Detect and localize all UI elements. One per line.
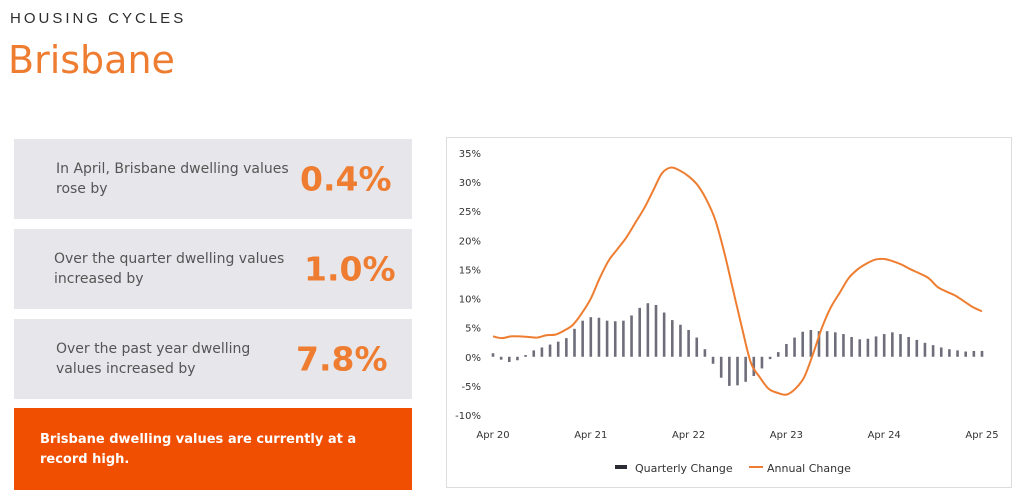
- bar-quarterly-change: [548, 344, 552, 357]
- bar-quarterly-change: [939, 347, 943, 357]
- bar-quarterly-change: [866, 338, 870, 357]
- stat-box-quarterly: Over the quarter dwelling values increas…: [14, 229, 412, 309]
- stat-box-monthly: In April, Brisbane dwelling values rose …: [14, 139, 412, 219]
- y-tick-label: 35%: [459, 149, 481, 160]
- bar-quarterly-change: [605, 320, 609, 357]
- bar-quarterly-change: [613, 321, 617, 357]
- stat-value-annual: 7.8%: [296, 339, 388, 379]
- bar-quarterly-change: [581, 320, 584, 357]
- bar-quarterly-change: [923, 342, 927, 357]
- header-kicker: HOUSING CYCLES: [10, 10, 187, 27]
- stat-text-annual: Over the past year dwelling values incre…: [56, 341, 251, 377]
- stat-value-quarterly: 1.0%: [304, 249, 396, 289]
- y-tick-label: -10%: [455, 411, 481, 422]
- stat-value-monthly: 0.4%: [300, 159, 392, 199]
- legend-swatch-quarterly: [615, 465, 627, 469]
- legend-label-quarterly: Quarterly Change: [635, 462, 733, 475]
- y-tick-label: 10%: [459, 295, 481, 306]
- bar-quarterly-change: [752, 356, 756, 376]
- x-tick-label: Apr 20: [476, 430, 509, 441]
- bar-quarterly-change: [915, 339, 919, 357]
- bar-quarterly-change: [711, 356, 715, 364]
- bar-quarterly-change: [695, 337, 699, 357]
- bar-quarterly-change: [540, 347, 544, 357]
- bar-quarterly-change: [980, 350, 984, 357]
- bar-quarterly-change: [776, 352, 780, 357]
- stat-text-monthly: In April, Brisbane dwelling values rose …: [56, 161, 289, 197]
- bar-quarterly-change: [948, 349, 951, 357]
- bar-quarterly-change: [597, 317, 601, 357]
- bar-quarterly-change: [589, 317, 593, 357]
- chart-panel: 35% 30% 25% 20% 15% 10% 5% 0% -5% -10% Apr 20 Apr 2…: [446, 137, 1012, 488]
- bar-quarterly-change: [882, 334, 886, 357]
- stat-text-quarterly: Over the quarter dwelling values increas…: [54, 251, 285, 287]
- bar-quarterly-change: [508, 356, 511, 363]
- x-tick-label: Apr 21: [574, 430, 607, 441]
- bar-quarterly-change: [834, 332, 837, 357]
- combo-chart: 35% 30% 25% 20% 15% 10% 5% 0% -5% -10% Apr 20 Apr 2…: [455, 149, 998, 475]
- bar-quarterly-change: [899, 334, 902, 357]
- bar-quarterly-change: [728, 356, 731, 386]
- bar-quarterly-change: [687, 329, 690, 357]
- bar-quarterly-change: [565, 338, 568, 357]
- bar-quarterly-change: [679, 324, 682, 357]
- bar-quarterly-change: [744, 356, 747, 382]
- y-tick-label: 0%: [465, 353, 481, 364]
- bar-quarterly-change: [719, 356, 723, 378]
- bar-quarterly-change: [491, 353, 495, 357]
- y-tick-label: 30%: [459, 178, 481, 189]
- bar-quarterly-change: [972, 350, 976, 357]
- bar-quarterly-change: [760, 356, 764, 369]
- line-annual-change: [492, 166, 983, 396]
- bar-quarterly-change: [793, 337, 796, 357]
- bar-quarterly-change: [964, 351, 967, 357]
- y-tick-label: 25%: [459, 207, 481, 218]
- bar-quarterly-change: [703, 349, 707, 357]
- bar-quarterly-change: [671, 320, 674, 357]
- y-tick-label: 20%: [459, 236, 481, 247]
- bar-quarterly-change: [662, 312, 666, 357]
- bar-quarterly-change: [622, 320, 625, 357]
- highlight-box: Brisbane dwelling values are currently a…: [14, 408, 412, 490]
- bar-quarterly-change: [907, 336, 910, 357]
- bar-quarterly-change: [524, 355, 527, 357]
- bar-quarterly-change: [654, 304, 658, 357]
- bar-quarterly-change: [931, 345, 935, 357]
- bar-quarterly-change: [842, 334, 845, 357]
- x-tick-label: Apr 22: [672, 430, 705, 441]
- bar-quarterly-change: [736, 356, 739, 386]
- stat-box-annual: Over the past year dwelling values incre…: [14, 319, 412, 399]
- bar-quarterly-change: [874, 336, 878, 357]
- bar-quarterly-change: [850, 336, 853, 357]
- bar-quarterly-change: [646, 303, 650, 357]
- y-tick-label: 5%: [465, 324, 481, 335]
- x-tick-label: Apr 24: [868, 430, 901, 441]
- bar-quarterly-change: [768, 356, 772, 360]
- x-tick-label: Apr 23: [770, 430, 803, 441]
- bar-quarterly-change: [891, 332, 894, 357]
- bar-quarterly-change: [956, 350, 959, 357]
- bar-quarterly-change: [516, 356, 519, 361]
- page-title: Brisbane: [8, 38, 175, 82]
- bar-quarterly-change: [573, 328, 576, 357]
- y-tick-label: 15%: [459, 265, 481, 276]
- bar-quarterly-change: [532, 350, 536, 357]
- bar-quarterly-change: [499, 356, 503, 360]
- legend-label-annual: Annual Change: [767, 462, 851, 475]
- bar-quarterly-change: [801, 331, 804, 357]
- highlight-text: Brisbane dwelling values are currently a…: [40, 432, 357, 467]
- bar-quarterly-change: [556, 341, 560, 357]
- x-tick-label: Apr 25: [965, 430, 998, 441]
- bar-quarterly-change: [630, 315, 633, 357]
- bar-quarterly-change: [817, 331, 821, 357]
- bar-quarterly-change: [825, 331, 829, 357]
- bar-quarterly-change: [638, 307, 641, 357]
- y-tick-label: -5%: [462, 382, 481, 393]
- bar-quarterly-change: [858, 339, 862, 357]
- bar-quarterly-change: [809, 329, 813, 357]
- bar-quarterly-change: [785, 343, 788, 357]
